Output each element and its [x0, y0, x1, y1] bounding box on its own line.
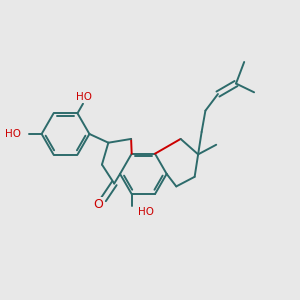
- Text: HO: HO: [5, 129, 21, 139]
- Text: HO: HO: [76, 92, 91, 102]
- Text: O: O: [93, 198, 103, 211]
- Text: HO: HO: [138, 207, 154, 218]
